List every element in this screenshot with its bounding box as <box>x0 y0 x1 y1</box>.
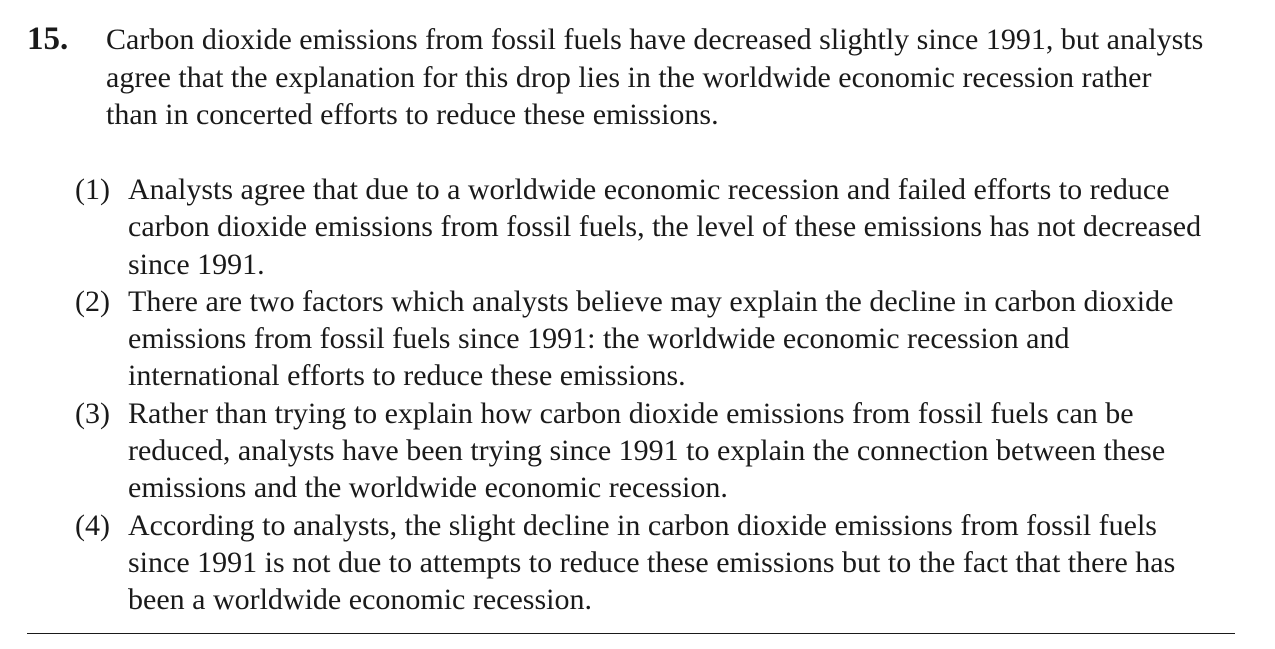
answer-option-2: (2) There are two factors which analysts… <box>75 283 1225 395</box>
question-stem: Carbon dioxide emissions from fossil fue… <box>106 23 1204 131</box>
option-label: (2) <box>75 284 110 318</box>
option-label: (1) <box>75 173 110 206</box>
question-number: 15. <box>27 21 69 57</box>
answer-option-4: (4) According to analysts, the slight de… <box>75 507 1225 619</box>
option-text: Rather than trying to explain how carbon… <box>128 396 1166 505</box>
option-text: Analysts agree that due to a worldwide e… <box>128 173 1202 281</box>
option-label: (4) <box>75 508 110 542</box>
option-text: According to analysts, the slight declin… <box>128 508 1176 617</box>
answer-option-1: (1) Analysts agree that due to a worldwi… <box>75 171 1225 283</box>
bottom-divider <box>27 633 1235 634</box>
option-label: (3) <box>75 396 110 430</box>
answer-option-3: (3) Rather than trying to explain how ca… <box>75 395 1225 507</box>
answer-options: (1) Analysts agree that due to a worldwi… <box>75 171 1225 619</box>
option-text: There are two factors which analysts bel… <box>128 284 1174 393</box>
